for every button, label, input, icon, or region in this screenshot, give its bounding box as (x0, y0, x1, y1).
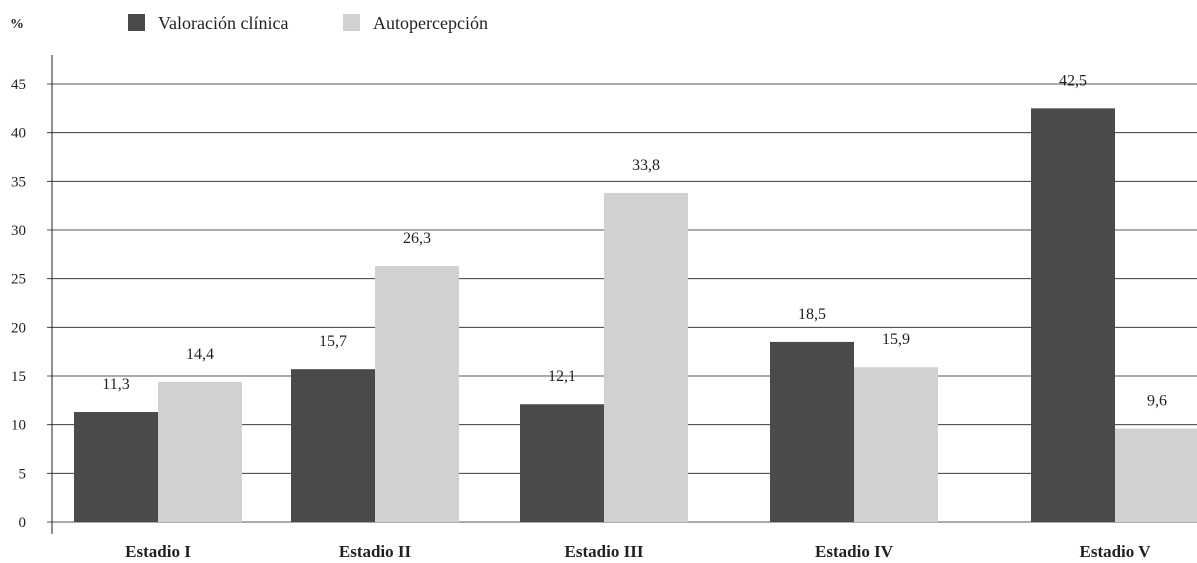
y-tick-label: 5 (19, 466, 27, 482)
x-tick-label: Estadio II (339, 542, 412, 561)
legend-swatch (128, 14, 145, 31)
legend-label: Valoración clínica (158, 13, 288, 33)
bars (74, 108, 1197, 522)
y-tick-label: 35 (11, 174, 26, 190)
bar-valoracion-1 (74, 412, 158, 522)
x-tick-label: Estadio IV (815, 542, 894, 561)
data-label: 15,9 (882, 331, 910, 348)
y-tick-label: 25 (11, 272, 26, 288)
data-labels: 11,3 14,4 15,7 26,3 12,1 33,8 18,5 15,9 42,5 9,6 (102, 72, 1167, 409)
x-axis-ticks: Estadio I Estadio II Estadio III Estadio IV… (125, 542, 1151, 561)
bar-valoracion-5 (1031, 108, 1115, 522)
bar-autopercepcion-2 (375, 266, 459, 522)
bar-valoracion-3 (520, 404, 604, 522)
data-label: 33,8 (632, 157, 660, 174)
y-tick-label: 40 (11, 126, 26, 142)
y-tick-label: 20 (11, 320, 26, 336)
bar-valoracion-4 (770, 341, 854, 522)
y-tick-label: 10 (11, 418, 26, 434)
data-label: 14,4 (186, 346, 214, 363)
data-label: 18,5 (798, 306, 826, 323)
bar-autopercepcion-5 (1115, 428, 1197, 522)
data-label: 11,3 (102, 376, 129, 393)
legend-label: Autopercepción (373, 13, 488, 33)
y-tick-label: 15 (11, 369, 26, 385)
data-label: 15,7 (319, 333, 347, 350)
y-tick-label: 30 (11, 223, 26, 239)
x-tick-label: Estadio III (565, 542, 644, 561)
legend-swatch (343, 14, 360, 31)
y-axis-ticks: 0 5 10 15 20 25 30 35 40 45 (11, 77, 26, 531)
data-label: 9,6 (1147, 393, 1167, 410)
data-label: 42,5 (1059, 72, 1087, 89)
data-label: 12,1 (548, 368, 576, 385)
bar-autopercepcion-3 (604, 193, 688, 522)
legend: Valoración clínica Autopercepción (128, 13, 488, 33)
y-tick-label: 45 (11, 77, 26, 93)
y-tick-label: 0 (19, 515, 27, 531)
data-label: 26,3 (403, 230, 431, 247)
bar-valoracion-2 (291, 369, 375, 522)
y-axis-label: % (10, 17, 24, 32)
x-tick-label: Estadio I (125, 542, 191, 561)
x-tick-label: Estadio V (1079, 542, 1151, 561)
bar-autopercepcion-4 (854, 367, 938, 522)
bar-autopercepcion-1 (158, 381, 242, 522)
